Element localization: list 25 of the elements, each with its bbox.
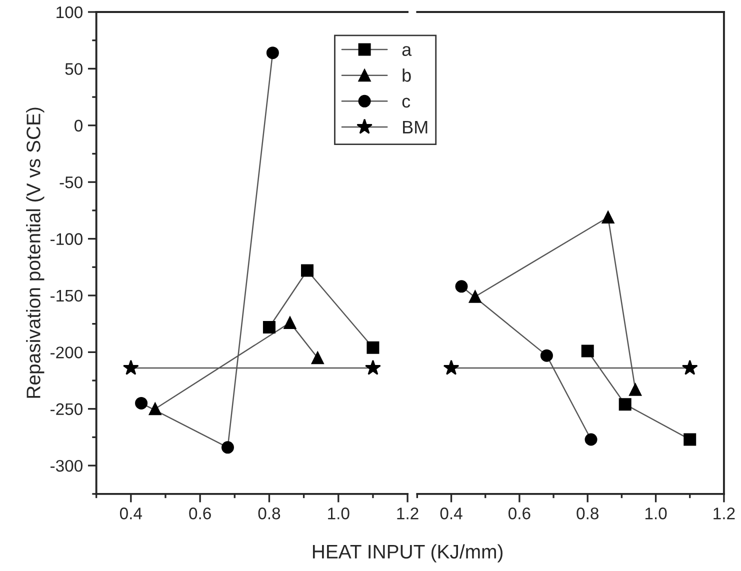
x-tick-label: 0.6: [189, 508, 211, 520]
y-tick-label: -50: [60, 176, 82, 188]
x-tick-label: 0.4: [120, 508, 142, 520]
y-tick-label: 50: [65, 63, 82, 75]
x-tick-label: 1.2: [397, 508, 418, 520]
x-tick-label: 0.6: [508, 508, 530, 520]
y-axis-title: Repasivation potential (V vs SCE): [26, 108, 44, 398]
x-tick-label: 1.0: [645, 508, 667, 520]
x-tick-label: 1.0: [328, 508, 350, 520]
y-tick-label: 0: [74, 120, 82, 132]
y-tick-label: -150: [50, 290, 82, 302]
legend-label: a: [402, 46, 412, 56]
y-tick-label: -300: [50, 460, 82, 472]
y-tick-label: -250: [50, 403, 82, 416]
y-tick-label: -200: [50, 346, 82, 358]
legend-label: c: [402, 98, 410, 108]
y-tick-label: -100: [50, 233, 82, 245]
y-tick-label: 100: [56, 6, 82, 18]
legend-label: BM: [403, 120, 428, 134]
legend-label: b: [402, 68, 411, 82]
x-axis-title: HEAT INPUT (KJ/mm): [312, 544, 503, 562]
x-tick-label: 0.8: [258, 508, 280, 520]
x-tick-label: 0.8: [576, 508, 598, 520]
x-tick-label: 0.4: [440, 508, 462, 520]
x-tick-label: 1.2: [714, 508, 735, 520]
